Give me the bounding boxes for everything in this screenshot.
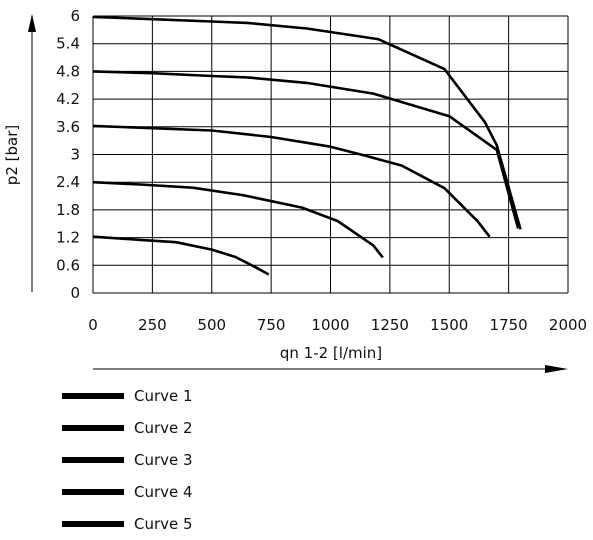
- x-tick-label: 0: [88, 316, 98, 334]
- legend-item: Curve 1: [62, 380, 193, 412]
- legend-swatch: [62, 521, 124, 527]
- x-axis-arrowhead: [545, 365, 568, 373]
- legend: Curve 1 Curve 2 Curve 3 Curve 4 Curve 5: [62, 380, 193, 540]
- legend-label: Curve 2: [134, 419, 193, 437]
- y-tick-label: 1.2: [56, 229, 80, 247]
- legend-label: Curve 3: [134, 451, 193, 469]
- y-tick-label: 2.4: [56, 173, 80, 191]
- axes: [28, 14, 568, 373]
- series-line: [92, 124, 491, 238]
- series-lines: [92, 15, 522, 276]
- y-axis-arrowhead: [28, 14, 36, 32]
- x-tick-label: 1750: [490, 316, 528, 334]
- x-axis-label: qn 1-2 [l/min]: [280, 344, 382, 362]
- legend-item: Curve 2: [62, 412, 193, 444]
- legend-item: Curve 5: [62, 508, 193, 540]
- legend-swatch: [62, 425, 124, 431]
- legend-label: Curve 1: [134, 387, 193, 405]
- series-line: [92, 70, 520, 229]
- legend-label: Curve 4: [134, 483, 193, 501]
- legend-item: Curve 4: [62, 476, 193, 508]
- x-tick-label: 2000: [549, 316, 587, 334]
- x-tick-label: 500: [197, 316, 226, 334]
- legend-swatch: [62, 393, 124, 399]
- x-tick-label: 250: [138, 316, 167, 334]
- tick-labels: 0 250 500 750 1000 1250 1500 1750 2000 0 0.6 1.2 1.8…: [56, 7, 587, 334]
- y-tick-label: 1.8: [56, 201, 80, 219]
- y-tick-label: 3.6: [56, 118, 80, 136]
- legend-item: Curve 3: [62, 444, 193, 476]
- series-line: [92, 15, 522, 230]
- x-tick-label: 750: [257, 316, 286, 334]
- x-tick-label: 1500: [430, 316, 468, 334]
- y-tick-label: 6: [70, 7, 80, 25]
- y-tick-label: 3: [70, 146, 80, 164]
- legend-label: Curve 5: [134, 515, 193, 533]
- y-tick-label: 0: [70, 284, 80, 302]
- series-line: [92, 180, 384, 259]
- series-line: [92, 235, 270, 276]
- grid: [92, 15, 569, 294]
- y-tick-label: 4.8: [56, 62, 80, 80]
- x-tick-label: 1250: [371, 316, 409, 334]
- legend-swatch: [62, 457, 124, 463]
- x-tick-label: 1000: [311, 316, 349, 334]
- y-axis-label: p2 [bar]: [3, 125, 21, 185]
- y-tick-label: 0.6: [56, 256, 80, 274]
- y-tick-label: 5.4: [56, 35, 80, 53]
- legend-swatch: [62, 489, 124, 495]
- chart: 0 250 500 750 1000 1250 1500 1750 2000 0 0.6 1.2 1.8…: [3, 7, 587, 373]
- y-tick-label: 4.2: [56, 90, 80, 108]
